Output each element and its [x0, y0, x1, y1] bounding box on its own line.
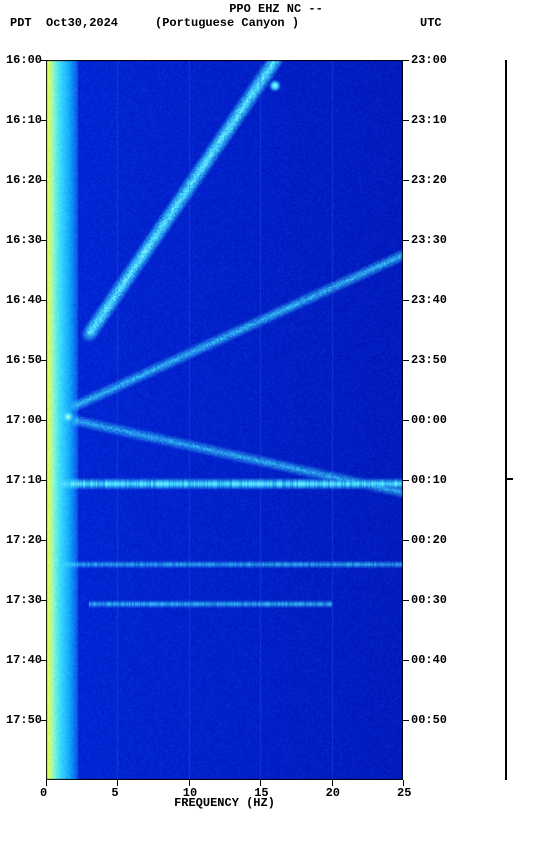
y-right-tick-label: 00:50 — [411, 713, 447, 727]
y-right-tick-label: 23:20 — [411, 173, 447, 187]
y-right-tick-mark — [403, 60, 409, 61]
y-right-tick-label: 23:50 — [411, 353, 447, 367]
station-id: PPO EHZ NC -- — [0, 2, 552, 16]
y-right-tick-mark — [403, 240, 409, 241]
y-right-tick-mark — [403, 720, 409, 721]
y-left-tick-label: 16:10 — [0, 113, 42, 127]
y-right-tick-mark — [403, 660, 409, 661]
station-location: (Portuguese Canyon ) — [155, 16, 299, 30]
y-left-tick-label: 17:20 — [0, 533, 42, 547]
y-right-tick-label: 23:40 — [411, 293, 447, 307]
y-right-tick-label: 00:30 — [411, 593, 447, 607]
y-right-tick-mark — [403, 120, 409, 121]
y-right-tick-label: 00:40 — [411, 653, 447, 667]
y-right-tick-mark — [403, 420, 409, 421]
y-left-tick-label: 17:30 — [0, 593, 42, 607]
y-left-tick-label: 17:40 — [0, 653, 42, 667]
y-right-tick-mark — [403, 540, 409, 541]
header-date: Oct30,2024 — [46, 16, 118, 30]
y-left-tick-label: 16:20 — [0, 173, 42, 187]
y-left-tick-label: 17:50 — [0, 713, 42, 727]
y-right-tick-mark — [403, 360, 409, 361]
y-left-tick-label: 17:00 — [0, 413, 42, 427]
y-left-tick-label: 17:10 — [0, 473, 42, 487]
x-axis-label: FREQUENCY (HZ) — [46, 796, 403, 810]
y-right-tick-label: 23:10 — [411, 113, 447, 127]
y-right-tick-mark — [403, 180, 409, 181]
y-left-tick-label: 16:00 — [0, 53, 42, 67]
y-right-tick-label: 00:00 — [411, 413, 447, 427]
right-timezone: UTC — [420, 16, 442, 30]
y-left-tick-label: 16:40 — [0, 293, 42, 307]
y-right-tick-mark — [403, 600, 409, 601]
y-right-tick-label: 23:30 — [411, 233, 447, 247]
y-right-tick-mark — [403, 480, 409, 481]
chart-header: PPO EHZ NC -- PDT Oct30,2024 (Portuguese… — [0, 2, 552, 32]
y-right-tick-label: 00:10 — [411, 473, 447, 487]
y-left-tick-label: 16:30 — [0, 233, 42, 247]
left-timezone: PDT — [10, 16, 32, 30]
y-right-tick-mark — [403, 300, 409, 301]
y-right-tick-label: 00:20 — [411, 533, 447, 547]
spectrogram-plot: 051015202516:0016:1016:2016:3016:4016:50… — [46, 60, 403, 780]
colorbar-tick — [507, 478, 513, 480]
y-right-tick-label: 23:00 — [411, 53, 447, 67]
colorbar-line — [505, 60, 507, 780]
spectrogram-canvas — [46, 60, 403, 780]
y-left-tick-label: 16:50 — [0, 353, 42, 367]
